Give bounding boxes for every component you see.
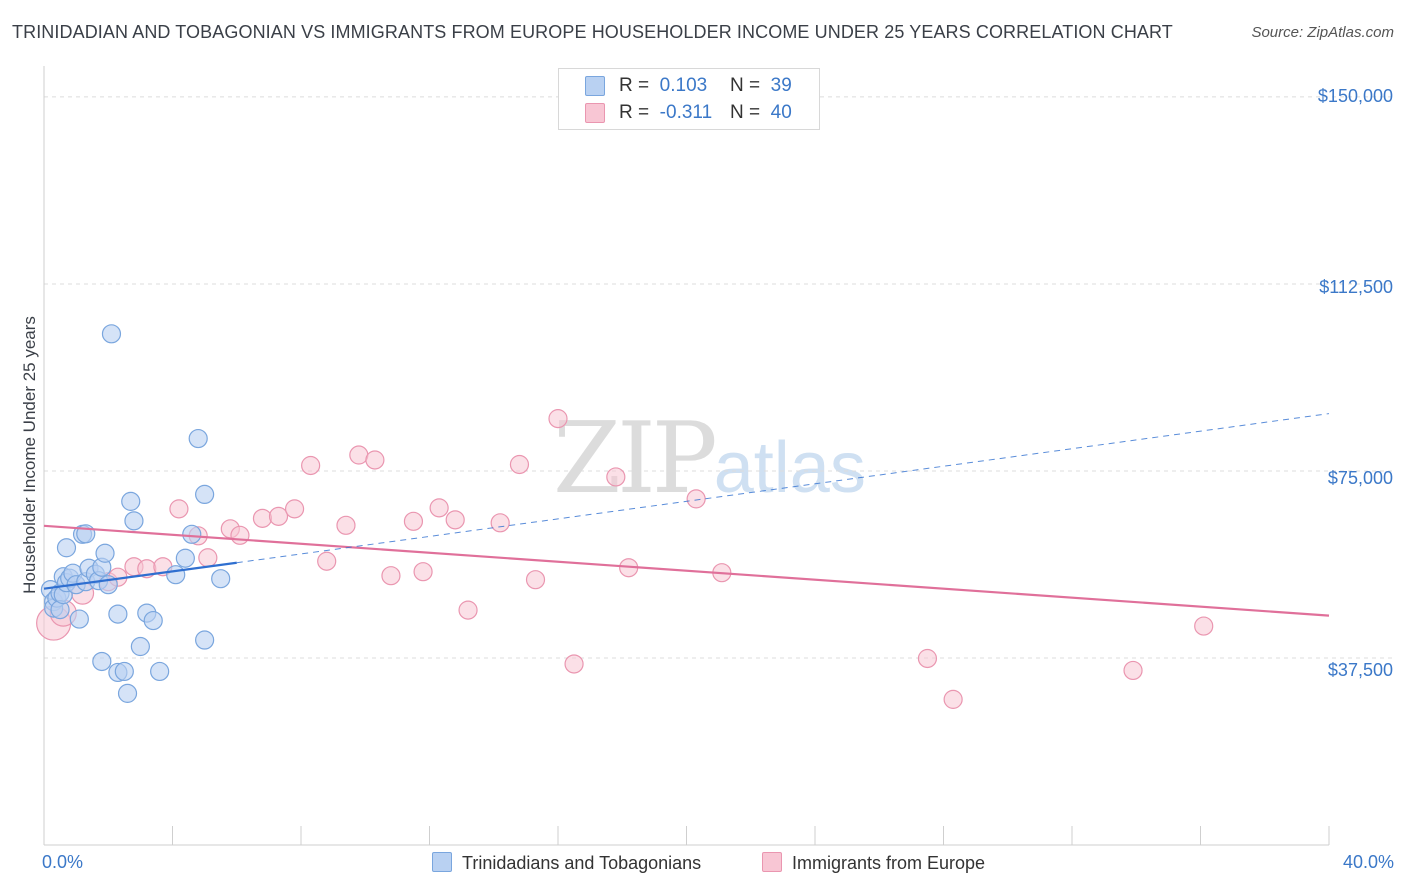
x-tick-label-min: 0.0% [42, 852, 84, 872]
legend-n-blue: N = 39 [730, 75, 792, 96]
data-point-immigrants-europe [525, 570, 546, 590]
data-point-trinidadian [195, 630, 215, 650]
data-point-trinidadian [143, 610, 163, 631]
data-point-immigrants-europe [429, 498, 449, 518]
trend-line-immigrants-europe [43, 524, 1330, 617]
y-tick-label-75000: $75,000 [1327, 468, 1393, 488]
data-point-trinidadian [92, 651, 112, 672]
bottom-legend-swatch-blue [432, 852, 452, 872]
data-point-immigrants-europe [284, 499, 305, 519]
data-point-trinidadian [69, 609, 89, 629]
chart-title: TRINIDADIAN AND TOBAGONIAN VS IMMIGRANTS… [12, 22, 1173, 42]
y-axis-label: Householder Income Under 25 years [20, 316, 39, 594]
bottom-legend-label-blue: Trinidadians and Tobagonians [462, 853, 702, 873]
data-point-immigrants-europe [252, 508, 273, 528]
data-point-immigrants-europe [381, 566, 401, 586]
bottom-legend-swatch-pink [762, 852, 782, 872]
data-point-immigrants-europe [445, 510, 465, 530]
data-point-trinidadian [56, 538, 77, 558]
data-point-immigrants-europe [686, 489, 706, 509]
bottom-legend-blue: Trinidadians and Tobagonians [432, 852, 701, 874]
data-point-trinidadian [95, 543, 115, 563]
data-point-immigrants-europe [1194, 616, 1214, 636]
data-point-immigrants-europe [1123, 660, 1143, 681]
data-point-immigrants-europe [336, 515, 356, 535]
trend-line-trinidadian [43, 561, 237, 590]
correlation-legend: R = 0.103 N = 39 R = -0.311 N = 40 [558, 68, 820, 130]
data-point-immigrants-europe [317, 551, 337, 571]
data-point-trinidadian [150, 661, 170, 682]
source-credit: Source: ZipAtlas.com [1251, 24, 1394, 41]
bottom-legend-pink: Immigrants from Europe [762, 852, 985, 874]
data-point-immigrants-europe [917, 648, 938, 669]
data-point-trinidadian [175, 548, 195, 568]
data-point-trinidadian [130, 636, 150, 657]
data-point-immigrants-europe [230, 525, 250, 545]
data-point-trinidadian [188, 428, 208, 449]
data-point-trinidadian [101, 324, 122, 344]
y-tick-label-150000: $150,000 [1317, 86, 1393, 106]
data-point-immigrants-europe [606, 467, 626, 487]
data-point-trinidadian [121, 491, 141, 511]
data-point-immigrants-europe [564, 654, 584, 674]
data-point-immigrants-europe [365, 450, 385, 470]
legend-r-pink: R = -0.311 [619, 102, 713, 123]
bottom-legend-label-pink: Immigrants from Europe [792, 853, 986, 873]
y-tick-label-37500: $37,500 [1327, 660, 1393, 680]
data-point-trinidadian [166, 565, 186, 585]
data-point-immigrants-europe [413, 562, 433, 582]
data-point-trinidadian [117, 683, 138, 703]
data-point-immigrants-europe [349, 445, 369, 465]
data-point-trinidadian [108, 604, 128, 624]
data-point-trinidadian [211, 569, 231, 589]
legend-swatch-blue [585, 76, 605, 96]
data-point-immigrants-europe [458, 600, 478, 620]
data-point-immigrants-europe [169, 499, 189, 519]
trend-line-trinidadian-extended [236, 413, 1330, 564]
data-point-immigrants-europe [509, 454, 530, 475]
data-point-trinidadian [114, 661, 134, 682]
legend-swatch-pink [585, 103, 605, 123]
data-point-immigrants-europe [268, 506, 289, 526]
data-point-immigrants-europe [198, 548, 218, 568]
data-point-immigrants-europe [490, 513, 510, 533]
data-point-immigrants-europe [548, 409, 568, 429]
data-point-trinidadian [195, 484, 215, 505]
data-point-immigrants-europe [403, 511, 424, 531]
y-tick-label-112500: $112,500 [1319, 277, 1393, 297]
data-point-immigrants-europe [943, 689, 963, 709]
data-point-trinidadian [124, 511, 144, 531]
legend-n-pink: N = 40 [730, 102, 792, 123]
data-point-immigrants-europe [301, 455, 321, 476]
data-point-trinidadian [182, 524, 202, 544]
legend-r-blue: R = 0.103 [619, 75, 708, 96]
x-tick-label-max: 40.0% [1342, 852, 1394, 872]
